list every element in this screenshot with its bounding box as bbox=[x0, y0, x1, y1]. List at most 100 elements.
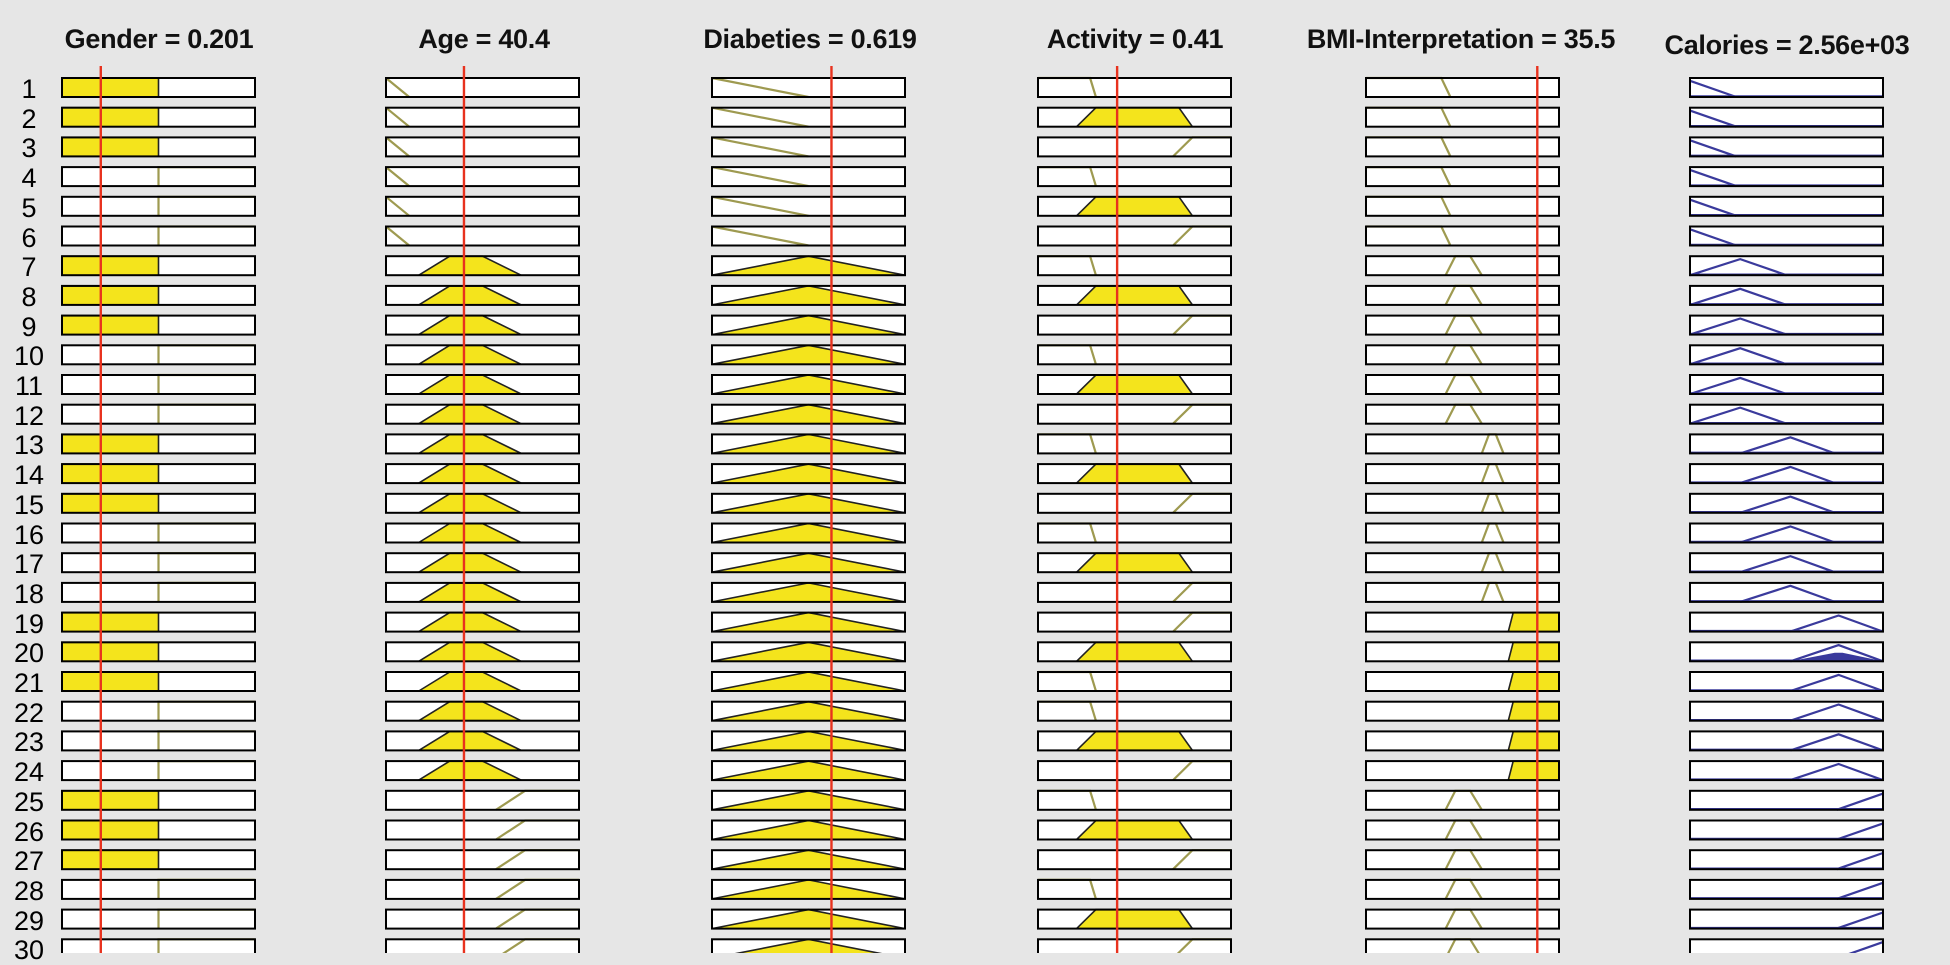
firing-area bbox=[712, 879, 905, 899]
firing-area bbox=[738, 939, 879, 953]
gender-rule-cell bbox=[61, 255, 256, 277]
bmi-rule-cell bbox=[1365, 878, 1560, 900]
plot-border bbox=[385, 166, 580, 188]
firing-area bbox=[1076, 553, 1193, 573]
bmi-rule-cell bbox=[1365, 938, 1560, 953]
membership-curve bbox=[711, 166, 809, 188]
firing-area bbox=[62, 107, 159, 127]
plot-box bbox=[712, 137, 905, 157]
bmi-rule-cell bbox=[1365, 492, 1560, 514]
age-rule-cell bbox=[385, 522, 580, 544]
plot-border bbox=[1037, 255, 1232, 277]
rule-number: 26 bbox=[13, 816, 45, 847]
gender-rule-cell bbox=[61, 373, 256, 395]
plot-border bbox=[711, 374, 906, 395]
age-rule-cell bbox=[385, 849, 580, 871]
firing-area bbox=[712, 404, 905, 424]
plot-box bbox=[386, 226, 579, 246]
plot-border bbox=[1365, 136, 1560, 158]
calories-rule-cell bbox=[1689, 641, 1884, 663]
activity-rule-cell bbox=[1037, 344, 1232, 366]
plot-box bbox=[1038, 78, 1231, 97]
firing-area bbox=[418, 256, 522, 276]
firing-area bbox=[418, 493, 522, 513]
bmi-interpretation-title: BMI-Interpretation = 35.5 bbox=[1306, 24, 1616, 54]
output-curve bbox=[1790, 762, 1884, 782]
rule-number: 18 bbox=[13, 578, 45, 609]
plot-border bbox=[385, 195, 580, 217]
activity-rule-cell bbox=[1037, 908, 1232, 930]
bmi-rule-cell bbox=[1365, 76, 1560, 98]
plot-box bbox=[386, 790, 579, 810]
calories-rule-cell bbox=[1689, 463, 1884, 485]
plot-border bbox=[711, 344, 906, 366]
diabeties-rule-cell bbox=[711, 344, 906, 366]
membership-curve bbox=[385, 195, 410, 217]
age-title: Age = 40.4 bbox=[418, 24, 550, 54]
age-rule-cell bbox=[385, 433, 580, 455]
age-rule-cell bbox=[385, 671, 580, 692]
plot-border bbox=[61, 581, 256, 603]
firing-area bbox=[712, 909, 905, 929]
plot-border bbox=[1365, 552, 1560, 574]
calories-rule-cell bbox=[1689, 789, 1884, 811]
rule-number: 8 bbox=[21, 281, 37, 312]
activity-rule-cell bbox=[1037, 463, 1232, 485]
plot-border bbox=[61, 433, 256, 455]
plot-box bbox=[1038, 167, 1231, 187]
plot-border bbox=[711, 700, 906, 722]
activity-rule-cell bbox=[1037, 878, 1232, 900]
firing-area bbox=[712, 850, 905, 870]
firing-area bbox=[418, 672, 522, 691]
calories-rule-cell bbox=[1689, 255, 1884, 277]
output-curve bbox=[1836, 911, 1884, 930]
plot-border bbox=[711, 314, 906, 336]
plot-border bbox=[385, 225, 580, 247]
plot-border bbox=[385, 789, 580, 811]
calories-rule-cell bbox=[1689, 522, 1884, 544]
activity-rule-cell bbox=[1037, 284, 1232, 306]
plot-border bbox=[61, 700, 256, 722]
calories-rule-cell bbox=[1689, 106, 1884, 128]
firing-area bbox=[712, 820, 905, 840]
gender-rule-cell bbox=[61, 759, 256, 782]
plot-box bbox=[386, 909, 579, 929]
plot-border bbox=[711, 403, 906, 425]
bmi-rule-cell bbox=[1365, 195, 1560, 217]
plot-box bbox=[1366, 345, 1559, 365]
plot-border bbox=[385, 255, 580, 277]
calories-rule-cell bbox=[1689, 581, 1884, 603]
rule-number: 2 bbox=[21, 103, 37, 134]
plot-box bbox=[1366, 375, 1559, 394]
plot-border bbox=[1365, 581, 1560, 603]
firing-area bbox=[1076, 464, 1193, 484]
gender-rule-cell bbox=[61, 433, 256, 455]
plot-border bbox=[1365, 374, 1560, 395]
plot-border bbox=[1037, 878, 1232, 900]
bmi-rule-cell bbox=[1365, 463, 1560, 485]
bmi-rule-cell bbox=[1365, 641, 1560, 663]
plot-box bbox=[1038, 493, 1231, 513]
rule-number: 24 bbox=[13, 757, 45, 788]
rule-number: 16 bbox=[13, 519, 45, 550]
plot-border bbox=[1037, 314, 1232, 336]
plot-border bbox=[385, 730, 580, 752]
plot-border bbox=[61, 819, 256, 841]
calories-rule-cell bbox=[1689, 849, 1884, 871]
membership-curve bbox=[385, 77, 410, 98]
age-rule-cell bbox=[385, 77, 580, 98]
plot-box bbox=[1038, 672, 1231, 691]
firing-area bbox=[418, 315, 522, 335]
plot-border bbox=[1365, 463, 1560, 485]
plot-border bbox=[385, 136, 580, 158]
activity-rule-cell bbox=[1037, 759, 1232, 782]
output-curve bbox=[1689, 317, 1787, 336]
plot-border bbox=[1037, 760, 1232, 782]
plot-box bbox=[1038, 701, 1231, 721]
firing-area bbox=[418, 523, 522, 543]
gender-rule-cell bbox=[61, 849, 256, 871]
plot-box bbox=[1366, 790, 1559, 810]
plot-border bbox=[61, 522, 256, 544]
age-rule-cell bbox=[385, 938, 580, 953]
firing-area bbox=[1508, 642, 1559, 662]
